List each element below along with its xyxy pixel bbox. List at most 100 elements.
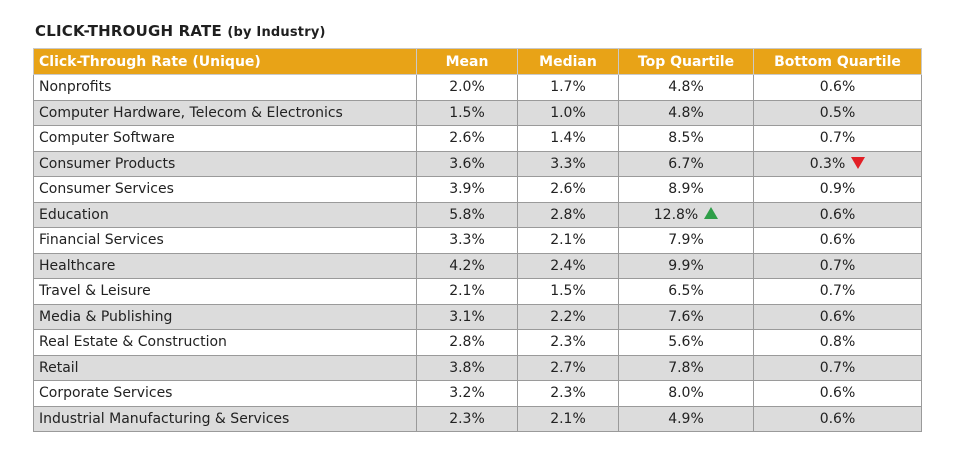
cell-top-quartile: 5.6% xyxy=(618,329,754,356)
cell-top-quartile-value: 6.7% xyxy=(668,155,704,172)
cell-median-value: 2.2% xyxy=(550,308,586,325)
cell-top-quartile-value: 5.6% xyxy=(668,334,704,351)
cell-bottom-quartile: 0.8% xyxy=(753,329,922,356)
cell-top-quartile-value: 7.8% xyxy=(668,359,704,376)
cell-bottom-quartile-value: 0.6% xyxy=(819,232,856,249)
cell-top-quartile-value: 9.9% xyxy=(668,257,704,274)
cell-median: 2.3% xyxy=(517,329,619,356)
cell-median-value: 2.7% xyxy=(550,359,586,376)
header-bottom-quartile: Bottom Quartile xyxy=(753,48,922,75)
cell-bottom-quartile-value: 0.3% xyxy=(809,155,846,172)
cell-median: 2.7% xyxy=(517,354,619,381)
cell-mean-value: 1.5% xyxy=(449,104,485,121)
cell-top-quartile: 4.9% xyxy=(618,405,754,432)
cell-median-value: 2.3% xyxy=(550,334,586,351)
cell-top-quartile: 4.8% xyxy=(618,74,754,101)
cell-median: 2.4% xyxy=(517,252,619,279)
cell-top-quartile-value: 8.0% xyxy=(668,385,704,402)
cell-mean: 3.8% xyxy=(416,354,518,381)
table-row: Consumer Services 3.9% 2.6% 8.9% 0.9% xyxy=(33,176,922,203)
cell-top-quartile: 8.0% xyxy=(618,380,754,407)
cell-mean-value: 3.8% xyxy=(449,359,485,376)
cell-median-value: 2.4% xyxy=(550,257,586,274)
table-body: Nonprofits 2.0% 1.7% 4.8% 0.6% Computer Hardw… xyxy=(33,74,922,432)
cell-bottom-quartile: 0.6% xyxy=(753,227,922,254)
cell-median-value: 1.4% xyxy=(550,130,586,147)
cell-bottom-quartile: 0.6% xyxy=(753,74,922,101)
header-industry: Click-Through Rate (Unique) xyxy=(33,48,417,75)
down-arrow-icon xyxy=(851,156,866,169)
cell-industry: Healthcare xyxy=(33,252,417,279)
cell-median: 1.5% xyxy=(517,278,619,305)
cell-top-quartile-value: 12.8% xyxy=(653,206,699,223)
cell-median-value: 2.1% xyxy=(550,232,586,249)
cell-mean-value: 3.2% xyxy=(449,385,485,402)
cell-median-value: 1.5% xyxy=(550,283,586,300)
cell-median: 1.0% xyxy=(517,99,619,126)
cell-mean-value: 2.1% xyxy=(449,283,485,300)
cell-top-quartile-value: 7.9% xyxy=(668,232,704,249)
table-row: Travel & Leisure 2.1% 1.5% 6.5% 0.7% xyxy=(33,278,922,305)
cell-median: 2.8% xyxy=(517,201,619,228)
cell-median: 1.7% xyxy=(517,74,619,101)
cell-mean: 1.5% xyxy=(416,99,518,126)
cell-bottom-quartile-value: 0.6% xyxy=(819,206,856,223)
cell-bottom-quartile: 0.6% xyxy=(753,380,922,407)
cell-median-value: 1.0% xyxy=(550,104,586,121)
cell-industry: Retail xyxy=(33,354,417,381)
cell-bottom-quartile-value: 0.5% xyxy=(819,104,856,121)
cell-industry-value: Media & Publishing xyxy=(39,308,173,325)
cell-top-quartile: 8.9% xyxy=(618,176,754,203)
cell-median-value: 2.1% xyxy=(550,410,586,427)
cell-mean: 2.3% xyxy=(416,405,518,432)
cell-bottom-quartile: 0.7% xyxy=(753,354,922,381)
cell-industry-value: Consumer Products xyxy=(39,155,176,172)
table-row: Education 5.8% 2.8% 12.8% 0.6% xyxy=(33,201,922,228)
cell-mean: 5.8% xyxy=(416,201,518,228)
title-sub: (by Industry) xyxy=(227,25,326,40)
cell-mean: 2.8% xyxy=(416,329,518,356)
cell-median-value: 2.3% xyxy=(550,385,586,402)
cell-mean: 4.2% xyxy=(416,252,518,279)
cell-industry-value: Travel & Leisure xyxy=(39,283,151,300)
cell-median: 2.3% xyxy=(517,380,619,407)
cell-bottom-quartile: 0.5% xyxy=(753,99,922,126)
cell-bottom-quartile-value: 0.7% xyxy=(819,257,856,274)
cell-industry-value: Healthcare xyxy=(39,257,116,274)
cell-median: 2.2% xyxy=(517,303,619,330)
cell-top-quartile: 8.5% xyxy=(618,125,754,152)
cell-industry: Corporate Services xyxy=(33,380,417,407)
cell-industry: Travel & Leisure xyxy=(33,278,417,305)
cell-industry-value: Financial Services xyxy=(39,232,164,249)
cell-industry: Computer Hardware, Telecom & Electronics xyxy=(33,99,417,126)
cell-bottom-quartile: 0.9% xyxy=(753,176,922,203)
cell-bottom-quartile-value: 0.6% xyxy=(819,79,856,96)
table-row: Financial Services 3.3% 2.1% 7.9% 0.6% xyxy=(33,227,922,254)
cell-mean-value: 3.3% xyxy=(449,232,485,249)
table-row: Retail 3.8% 2.7% 7.8% 0.7% xyxy=(33,354,922,381)
cell-bottom-quartile-value: 0.6% xyxy=(819,385,856,402)
table-row: Computer Hardware, Telecom & Electronics… xyxy=(33,99,922,126)
cell-industry: Consumer Services xyxy=(33,176,417,203)
cell-industry: Industrial Manufacturing & Services xyxy=(33,405,417,432)
cell-median-value: 3.3% xyxy=(550,155,586,172)
cell-industry-value: Corporate Services xyxy=(39,385,173,402)
cell-median: 1.4% xyxy=(517,125,619,152)
cell-mean-value: 4.2% xyxy=(449,257,485,274)
cell-mean-value: 2.3% xyxy=(449,410,485,427)
cell-top-quartile: 7.6% xyxy=(618,303,754,330)
header-median: Median xyxy=(517,48,619,75)
cell-bottom-quartile: 0.6% xyxy=(753,405,922,432)
table-row: Nonprofits 2.0% 1.7% 4.8% 0.6% xyxy=(33,74,922,101)
table-row: Corporate Services 3.2% 2.3% 8.0% 0.6% xyxy=(33,380,922,407)
cell-industry: Real Estate & Construction xyxy=(33,329,417,356)
cell-bottom-quartile: 0.7% xyxy=(753,252,922,279)
header-top-quartile: Top Quartile xyxy=(618,48,754,75)
cell-top-quartile: 7.8% xyxy=(618,354,754,381)
cell-bottom-quartile: 0.3% xyxy=(753,150,922,177)
cell-bottom-quartile: 0.6% xyxy=(753,303,922,330)
cell-mean-value: 2.6% xyxy=(449,130,485,147)
cell-top-quartile-value: 8.5% xyxy=(668,130,704,147)
cell-industry: Media & Publishing xyxy=(33,303,417,330)
cell-industry-value: Retail xyxy=(39,359,79,376)
